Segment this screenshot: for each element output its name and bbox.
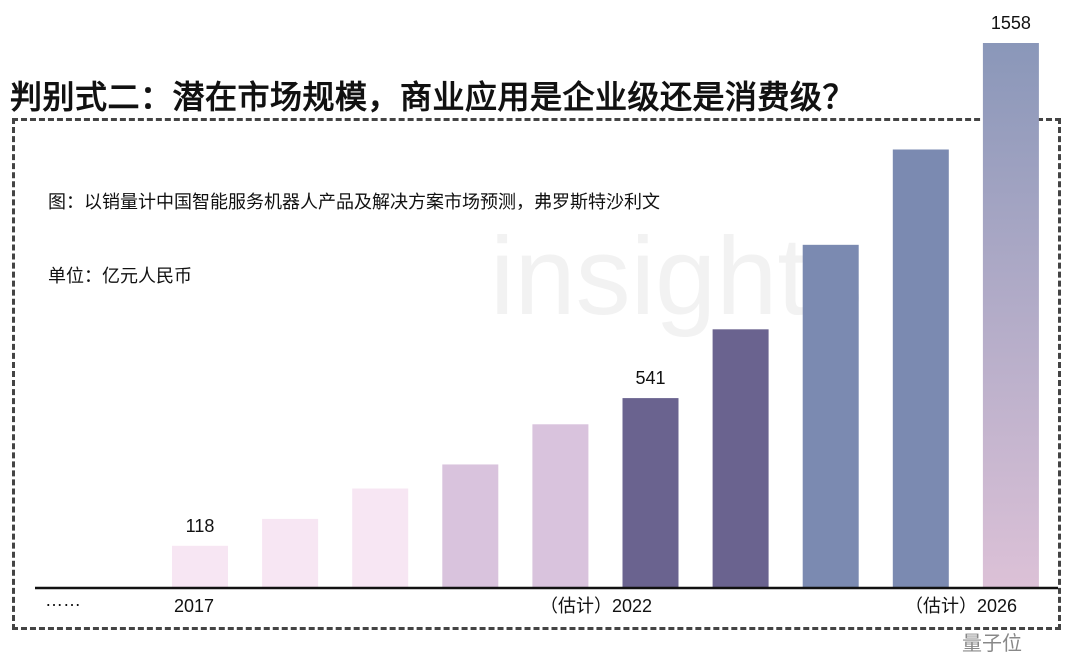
bar-2024 — [802, 244, 859, 587]
data-label: 1558 — [991, 13, 1031, 33]
x-tick-label: （估计）2022 — [540, 596, 652, 616]
x-tick-label: （估计）2026 — [905, 596, 1017, 616]
source-watermark: 量子位 — [962, 631, 1022, 655]
bar-2019 — [352, 488, 409, 587]
unit-label: 单位：亿元人民币 — [48, 266, 192, 287]
x-tick-label: 2017 — [174, 596, 214, 616]
leading-dots: …… — [45, 590, 81, 610]
dashed-frame — [12, 118, 1061, 630]
bar-2021 — [532, 424, 589, 587]
bar-2017 — [172, 545, 228, 587]
chart-caption: 图：以销量计中国智能服务机器人产品及解决方案市场预测，弗罗斯特沙利文 — [48, 192, 660, 213]
bar-2025 — [892, 149, 949, 587]
page-title: 判别式二：潜在市场规模，商业应用是企业级还是消费级？ — [10, 78, 856, 116]
bar-2020 — [442, 464, 499, 587]
bar-2022 — [622, 398, 679, 587]
bar-2026 — [982, 43, 1039, 587]
data-label: 541 — [635, 368, 665, 388]
bar-2018 — [262, 518, 319, 587]
data-label: 118 — [186, 516, 215, 536]
bar-2023 — [712, 329, 769, 587]
watermark: insights — [490, 215, 863, 338]
